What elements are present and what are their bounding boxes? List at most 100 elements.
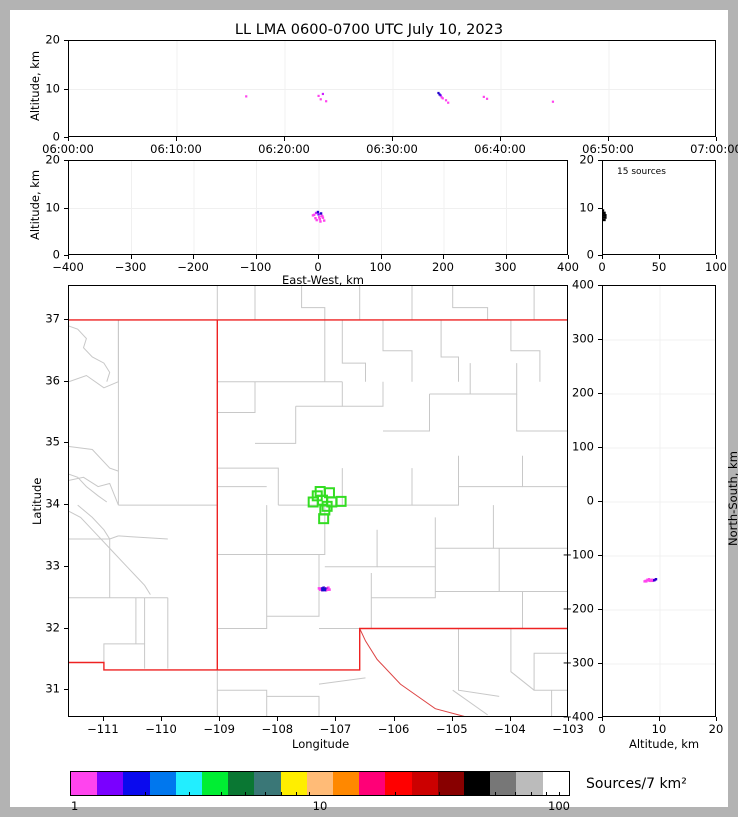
colorbar-minor-tick <box>189 792 191 796</box>
time-height-ytick-label: 20 <box>45 32 60 47</box>
ns-height-ytick-label: 400 <box>572 277 594 292</box>
ew-height-ytick-label: 0 <box>52 247 60 262</box>
map-xtick-label: −106 <box>377 722 410 736</box>
colorbar[interactable] <box>70 771 570 796</box>
map-xtick-label: −109 <box>203 722 235 736</box>
ns-height-ytick-label: −100 <box>562 547 594 562</box>
ew-height-xtick-label: 0 <box>314 260 322 274</box>
time-height-xtick <box>284 137 285 141</box>
ns-height-ytick <box>598 393 602 394</box>
alt-hist-xtick <box>716 255 717 259</box>
map-geography <box>69 286 567 716</box>
time-height-xtick-label: 06:30:00 <box>366 142 418 156</box>
colorbar-minor-tick <box>545 792 547 796</box>
map-xtick <box>219 717 221 721</box>
ns-height-ytick <box>598 663 602 664</box>
colorbar-swatch <box>280 772 307 795</box>
map-xtick <box>393 717 395 721</box>
map-xtick-label: −108 <box>261 722 294 736</box>
ew-height-xtick-label: 300 <box>494 260 517 274</box>
map-ytick <box>64 380 68 382</box>
ew-height-xtick-label: 200 <box>432 260 454 274</box>
ew-height-xtick <box>568 255 569 259</box>
time-height-ylabel: Altitude, km <box>28 50 42 121</box>
colorbar-swatch <box>333 772 360 795</box>
map-xtick-label: −107 <box>319 722 352 736</box>
map-xtick <box>451 717 453 721</box>
time-height-xtick <box>68 137 69 141</box>
time-height-ytick <box>64 137 68 138</box>
east-west-height-panel[interactable] <box>68 160 568 255</box>
map-ytick-label: 36 <box>45 372 60 387</box>
time-height-xtick-label: 06:20:00 <box>258 142 310 156</box>
time-height-ytick-label: 10 <box>45 80 60 95</box>
alt-hist-ytick-label: 10 <box>579 199 594 214</box>
north-south-height-panel[interactable] <box>602 285 716 717</box>
colorbar-swatch <box>97 772 124 795</box>
colorbar-swatch <box>542 772 569 795</box>
ns-height-ytick <box>598 285 602 286</box>
time-height-xtick-label: 06:40:00 <box>474 142 526 156</box>
colorbar-minor-tick <box>470 792 472 796</box>
colorbar-swatch <box>516 772 543 795</box>
map-ytick <box>64 504 68 506</box>
ns-height-xtick <box>659 717 660 721</box>
lma-station-marker <box>318 513 330 525</box>
ns-height-ytick-label: −300 <box>562 655 594 670</box>
altitude-histogram-panel[interactable] <box>602 160 716 255</box>
colorbar-swatch <box>254 772 281 795</box>
alt-hist-data <box>603 209 607 222</box>
map-xtick-label: −104 <box>494 722 526 736</box>
ew-height-xtick <box>318 255 319 259</box>
colorbar-swatch <box>228 772 255 795</box>
map-ytick <box>64 627 68 629</box>
time-height-ytick <box>64 88 68 90</box>
map-xtick <box>509 717 511 721</box>
map-ytick-label: 33 <box>45 558 60 573</box>
map-xtick <box>161 717 163 721</box>
time-height-xtick-label: 06:50:00 <box>582 142 634 156</box>
colorbar-swatch <box>71 772 98 795</box>
ns-height-ytick-label: −400 <box>562 709 594 724</box>
map-ylabel: Latitude <box>30 477 44 525</box>
colorbar-swatch <box>306 772 334 795</box>
colorbar-swatch <box>385 772 412 795</box>
ns-height-ytick <box>598 339 602 340</box>
ns-height-data <box>603 286 715 716</box>
map-panel[interactable] <box>68 285 568 717</box>
map-ytick <box>64 689 68 691</box>
lma-station-marker <box>321 500 333 512</box>
alt-hist-xtick <box>602 255 603 259</box>
time-height-xtick-label: 06:10:00 <box>150 142 202 156</box>
ew-height-xtick-label: 100 <box>369 260 392 274</box>
ew-height-ylabel: Altitude, km <box>28 169 42 240</box>
colorbar-minor-tick <box>244 792 246 796</box>
time-height-panel[interactable] <box>68 40 716 137</box>
colorbar-swatch <box>202 772 229 795</box>
lma-station-marker <box>311 490 323 502</box>
ew-height-ytick <box>64 160 68 161</box>
colorbar-minor-tick <box>514 792 516 796</box>
ns-height-xtick-label: 0 <box>598 722 606 736</box>
ns-height-ytick <box>598 717 602 718</box>
alt-hist-xtick-label: 100 <box>705 260 727 274</box>
page-title: LL LMA 0600-0700 UTC July 10, 2023 <box>234 22 504 38</box>
map-ytick-label: 31 <box>45 681 60 696</box>
lma-station-marker <box>335 495 347 507</box>
time-height-xtick-label: 07:00:00 <box>690 142 738 156</box>
colorbar-minor-tick <box>264 792 266 796</box>
ns-height-ytick-label: 300 <box>572 331 594 346</box>
map-ytick-label: 35 <box>45 434 60 449</box>
ns-height-ytick-label: −200 <box>562 601 594 616</box>
colorbar-minor-tick <box>558 792 560 796</box>
ns-height-ytick-label: 100 <box>572 439 594 454</box>
colorbar-swatch <box>149 772 176 795</box>
colorbar-tick-label: 10 <box>312 799 328 813</box>
ew-height-ytick <box>64 207 68 209</box>
time-height-xtick <box>500 137 501 141</box>
map-xtick <box>277 717 279 721</box>
map-xtick <box>335 717 337 721</box>
colorbar-minor-tick <box>531 792 533 796</box>
time-height-xtick <box>392 137 393 141</box>
colorbar-minor-tick <box>439 792 441 796</box>
